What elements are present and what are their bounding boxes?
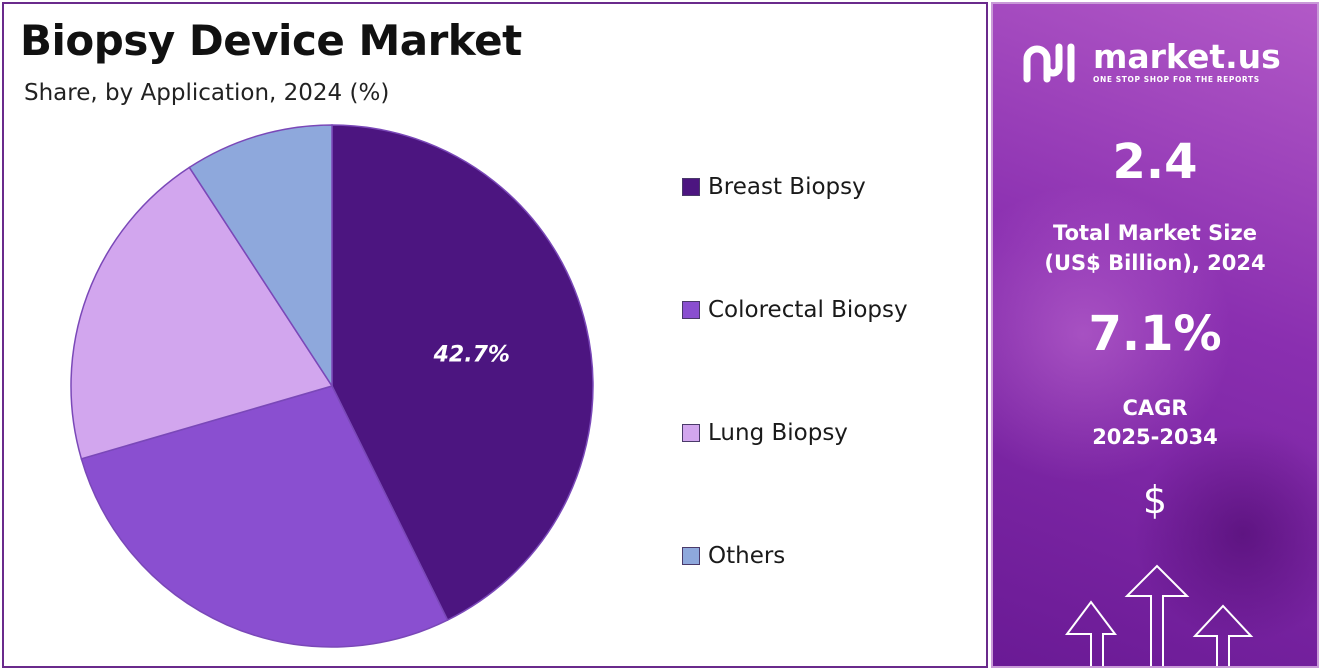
chart-panel: Biopsy Device Market Share, by Applicati… — [2, 2, 988, 668]
legend-label: Colorectal Biopsy — [708, 297, 908, 323]
legend-swatch — [682, 547, 700, 565]
legend-item-breast-biopsy: Breast Biopsy — [682, 174, 866, 200]
market-us-logo-icon — [1023, 43, 1075, 83]
legend-item-colorectal-biopsy: Colorectal Biopsy — [682, 297, 908, 323]
brand-tagline: ONE STOP SHOP FOR THE REPORTS — [1093, 75, 1260, 84]
brand-logo: market.us ONE STOP SHOP FOR THE REPORTS — [1023, 40, 1281, 84]
legend-swatch — [682, 424, 700, 442]
dollar-icon: $ — [1142, 478, 1168, 522]
legend-item-lung-biopsy: Lung Biopsy — [682, 420, 848, 446]
brand-name: market.us — [1093, 37, 1281, 76]
legend-item-others: Others — [682, 543, 785, 569]
summary-panel: market.us ONE STOP SHOP FOR THE REPORTS … — [991, 2, 1319, 668]
cagr-label-line2: 2025-2034 — [1092, 425, 1218, 449]
chart-subtitle: Share, by Application, 2024 (%) — [24, 80, 390, 106]
cagr-value: 7.1% — [1088, 306, 1222, 362]
market-size-label-line2: (US$ Billion), 2024 — [1044, 251, 1266, 275]
growth-arrows-icon — [1065, 564, 1254, 666]
market-size-label-line1: Total Market Size — [1053, 221, 1257, 245]
chart-title: Biopsy Device Market — [20, 16, 522, 65]
pie-chart: 42.7% — [70, 124, 594, 648]
market-size-value: 2.4 — [1112, 134, 1198, 190]
legend-label: Others — [708, 543, 786, 569]
cagr-label-line1: CAGR — [1122, 396, 1188, 420]
legend-swatch — [682, 301, 700, 319]
legend-swatch — [682, 178, 700, 196]
pie-slice-others — [188, 124, 333, 389]
pie-slice-breast-biopsy — [331, 124, 594, 622]
pie-data-label: 42.7% — [433, 342, 510, 367]
pie-slice-colorectal-biopsy — [80, 385, 449, 648]
pie-slice-lung-biopsy — [70, 166, 334, 460]
background-glow — [993, 184, 1233, 484]
legend-label: Lung Biopsy — [708, 420, 848, 446]
legend-label: Breast Biopsy — [708, 174, 866, 200]
